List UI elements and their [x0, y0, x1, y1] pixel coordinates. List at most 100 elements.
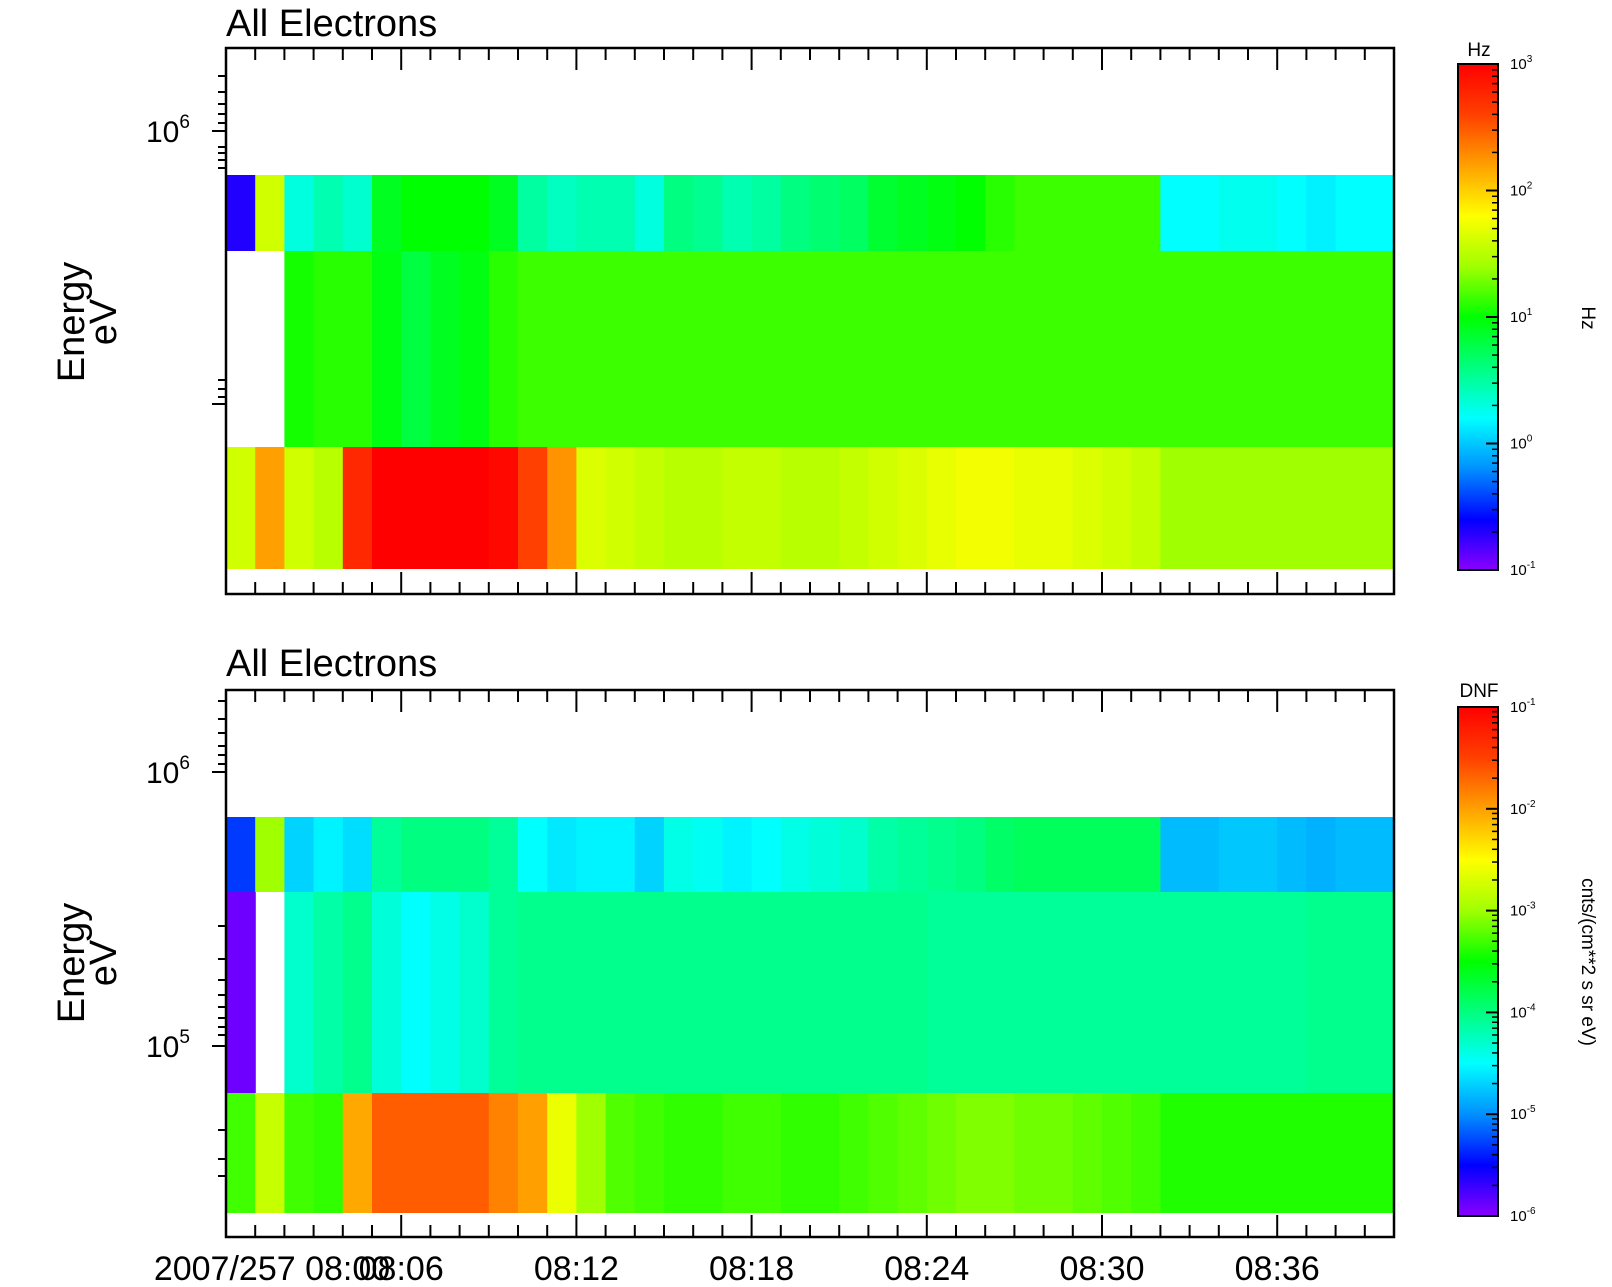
heatmap-cell: [839, 817, 869, 892]
heatmap-cell: [401, 1093, 431, 1213]
heatmap-cell: [839, 1093, 869, 1213]
heatmap-cell: [605, 892, 636, 1093]
heatmap-cell: [722, 175, 753, 251]
heatmap-cell: [868, 892, 899, 1093]
heatmap-cell: [1072, 251, 1103, 447]
heatmap-cell: [1043, 1093, 1074, 1213]
heatmap-cell: [1014, 447, 1045, 569]
heatmap-cell: [430, 447, 461, 569]
heatmap-cell: [839, 447, 869, 569]
heatmap-cell: [518, 447, 548, 569]
heatmap-cell: [1131, 447, 1161, 569]
heatmap-cell: [313, 175, 344, 251]
heatmap-cell: [342, 817, 373, 892]
heatmap-cell: [810, 175, 840, 251]
heatmap-cell: [401, 892, 431, 1093]
heatmap-cell: [722, 447, 753, 569]
heatmap-cell: [488, 175, 519, 251]
heatmap-cell: [985, 251, 1015, 447]
heatmap-cell: [488, 892, 519, 1093]
heatmap-cell: [1014, 1093, 1045, 1213]
heatmap-cell: [1248, 817, 1278, 892]
heatmap-cell: [985, 817, 1015, 892]
heatmap-cell: [868, 175, 899, 251]
heatmap-cell: [839, 175, 869, 251]
heatmap-cell: [897, 251, 928, 447]
heatmap-cell: [430, 251, 461, 447]
heatmap-cell: [634, 817, 665, 892]
heatmap-cell: [1218, 175, 1249, 251]
heatmap-cell: [693, 1093, 723, 1213]
heatmap-cell: [634, 447, 665, 569]
heatmap-cell: [956, 175, 986, 251]
heatmap-cell: [342, 251, 373, 447]
heatmap-cell: [634, 892, 665, 1093]
heatmap-cell: [634, 1093, 665, 1213]
heatmap-cell: [1306, 1093, 1337, 1213]
heatmap-cell: [1102, 1093, 1132, 1213]
heatmap-cell: [1014, 251, 1045, 447]
heatmap-cell: [1335, 817, 1366, 892]
colorbar-tick-label: 101: [1510, 307, 1533, 326]
heatmap-cell: [1248, 447, 1278, 569]
heatmap-cell: [226, 447, 256, 569]
colorbar-tick-label: 10-6: [1510, 1206, 1536, 1225]
heatmap-cell: [897, 892, 928, 1093]
heatmap-cell: [1102, 447, 1132, 569]
heatmap-cell: [313, 1093, 344, 1213]
heatmap-cell: [372, 251, 402, 447]
heatmap-cell: [576, 1093, 607, 1213]
colorbar-tick-label: 102: [1510, 181, 1533, 200]
heatmap-cell: [430, 817, 461, 892]
heatmap-cell: [926, 447, 957, 569]
heatmap-cell: [372, 447, 402, 569]
heatmap-cell: [897, 817, 928, 892]
heatmap-cell: [1364, 892, 1395, 1093]
heatmap-cell: [342, 175, 373, 251]
heatmap-cell: [1072, 1093, 1103, 1213]
colorbar-2-unit: cnts/(cm**2 s sr eV): [1577, 878, 1598, 1046]
heatmap-cell: [255, 175, 285, 251]
heatmap-cell: [1218, 892, 1249, 1093]
colorbar-2-ticks: [1486, 706, 1498, 1217]
heatmap-cell: [459, 817, 490, 892]
heatmap-cell: [518, 251, 548, 447]
panel-1-ylabel-line-1: Energy: [51, 262, 93, 382]
heatmap-cell: [313, 817, 344, 892]
heatmap-cell: [605, 251, 636, 447]
heatmap-cell: [664, 251, 694, 447]
heatmap-cell: [1189, 817, 1220, 892]
heatmap-cell: [1248, 175, 1278, 251]
heatmap-cell: [372, 1093, 402, 1213]
heatmap-cell: [751, 447, 782, 569]
heatmap-cell: [751, 817, 782, 892]
heatmap-cell: [488, 251, 519, 447]
heatmap-cell: [722, 251, 753, 447]
heatmap-cell: [430, 175, 461, 251]
heatmap-cell: [1160, 447, 1191, 569]
heatmap-cell: [751, 1093, 782, 1213]
heatmap-cell: [926, 892, 957, 1093]
x-tick-label: 08:12: [534, 1250, 619, 1287]
colorbar-2: [1458, 707, 1498, 1216]
panel-2-ylabel-line-2: eV: [83, 939, 125, 986]
colorbar-tick-label: 100: [1510, 434, 1533, 453]
heatmap-cell: [518, 175, 548, 251]
heatmap-cell: [634, 175, 665, 251]
panel-1-x-ticks: [225, 48, 1395, 594]
heatmap-cell: [1072, 817, 1103, 892]
heatmap-cell: [956, 817, 986, 892]
panel-1-ylabel: Energy eV: [51, 262, 125, 382]
heatmap-cell: [1364, 817, 1395, 892]
panel-2-ylabel-line-1: Energy: [51, 903, 93, 1023]
colorbar-1-ticks: [1486, 63, 1498, 571]
heatmap-cell: [459, 175, 490, 251]
colorbar-tick-label: 103: [1510, 54, 1533, 73]
heatmap-cell: [1043, 447, 1074, 569]
heatmap-cell: [547, 251, 577, 447]
heatmap-cell: [1014, 175, 1045, 251]
heatmap-cell: [1189, 447, 1220, 569]
heatmap-cell: [1306, 175, 1337, 251]
heatmap-cell: [751, 251, 782, 447]
